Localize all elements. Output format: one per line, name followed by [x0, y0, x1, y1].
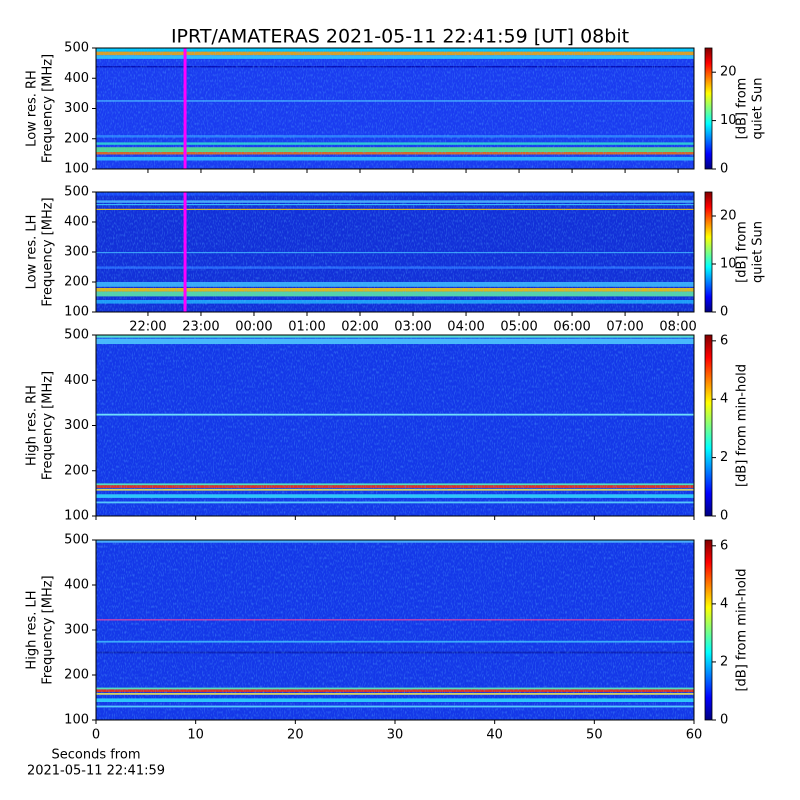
x-tick-label: 01:00	[288, 320, 325, 335]
x-tick-label: 40	[486, 728, 503, 743]
y-tick-label: 100	[64, 305, 89, 320]
y-tick-label: 100	[64, 713, 89, 728]
colorbar-tick-label: 6	[720, 333, 728, 348]
x-tick-label: 08:00	[659, 320, 696, 335]
colorbar-tick-label: 0	[720, 509, 728, 524]
colorbar	[704, 539, 713, 721]
x-tick-label: 20	[287, 728, 304, 743]
y-axis-label: Low res. LH	[25, 215, 40, 290]
spectrogram-noise	[96, 335, 694, 516]
x-tick-label: 00:00	[235, 320, 272, 335]
y-axis-label: High res. LH	[25, 590, 40, 669]
y-tick-label: 500	[64, 41, 89, 56]
colorbar-tick-label: 0	[720, 713, 728, 728]
colorbar-tick-label: 2	[720, 450, 728, 465]
x-axis-label: Seconds from	[51, 748, 140, 763]
colorbar-tick-label: 2	[720, 654, 728, 669]
y-axis-label: Frequency [MHz]	[41, 197, 56, 306]
y-tick-label: 200	[64, 275, 89, 290]
y-tick-label: 400	[64, 215, 89, 230]
x-tick-label: 60	[686, 728, 703, 743]
colorbar-tick-label: 20	[720, 65, 737, 80]
colorbar	[704, 47, 713, 170]
colorbar-tick-label: 20	[720, 209, 737, 224]
y-tick-label: 300	[64, 245, 89, 260]
colorbar-tick-label: 4	[720, 392, 728, 407]
x-tick-label: 0	[92, 728, 100, 743]
y-tick-label: 500	[64, 533, 89, 548]
x-tick-label: 06:00	[553, 320, 590, 335]
figure-title: IPRT/AMATERAS 2021-05-11 22:41:59 [UT] 0…	[171, 26, 629, 48]
x-tick-label: 30	[387, 728, 404, 743]
y-axis-label: Frequency [MHz]	[41, 54, 56, 163]
colorbar-tick-label: 10	[720, 257, 737, 272]
colorbar-label: [dB] from	[735, 221, 750, 283]
y-axis-label: Frequency [MHz]	[41, 371, 56, 480]
y-tick-label: 300	[64, 623, 89, 638]
colorbar-label: [dB] from	[735, 78, 750, 140]
y-tick-label: 400	[64, 71, 89, 86]
x-axis-label: 2021-05-11 22:41:59	[27, 764, 165, 779]
x-tick-label: 10	[187, 728, 204, 743]
x-tick-label: 07:00	[606, 320, 643, 335]
x-tick-label: 05:00	[500, 320, 537, 335]
x-tick-label: 50	[586, 728, 603, 743]
colorbar-label: [dB] from min-hold	[735, 568, 750, 691]
colorbar-tick-label: 0	[720, 305, 728, 320]
y-tick-label: 100	[64, 162, 89, 177]
y-tick-label: 400	[64, 373, 89, 388]
y-tick-label: 200	[64, 131, 89, 146]
colorbar	[704, 334, 713, 517]
colorbar-label: quiet Sun	[751, 77, 766, 139]
y-axis-label: Frequency [MHz]	[41, 575, 56, 684]
x-tick-label: 04:00	[447, 320, 484, 335]
y-tick-label: 300	[64, 418, 89, 433]
x-tick-label: 02:00	[341, 320, 378, 335]
colorbar-tick-label: 0	[720, 162, 728, 177]
spectrogram-noise	[96, 192, 694, 312]
colorbar-tick-label: 10	[720, 113, 737, 128]
y-axis-label: Low res. RH	[25, 70, 40, 147]
x-tick-label: 23:00	[182, 320, 219, 335]
spectrogram-noise	[96, 48, 694, 169]
colorbar	[704, 191, 713, 313]
y-tick-label: 500	[64, 328, 89, 343]
colorbar-label: quiet Sun	[751, 221, 766, 283]
y-axis-label: High res. RH	[25, 385, 40, 466]
spectrogram-noise	[96, 540, 694, 720]
x-tick-label: 03:00	[394, 320, 431, 335]
x-tick-label: 22:00	[129, 320, 166, 335]
y-tick-label: 100	[64, 509, 89, 524]
y-tick-label: 300	[64, 101, 89, 116]
colorbar-tick-label: 6	[720, 538, 728, 553]
colorbar-tick-label: 4	[720, 596, 728, 611]
y-tick-label: 200	[64, 668, 89, 683]
y-tick-label: 200	[64, 463, 89, 478]
colorbar-label: [dB] from min-hold	[735, 364, 750, 487]
y-tick-label: 400	[64, 578, 89, 593]
y-tick-label: 500	[64, 185, 89, 200]
